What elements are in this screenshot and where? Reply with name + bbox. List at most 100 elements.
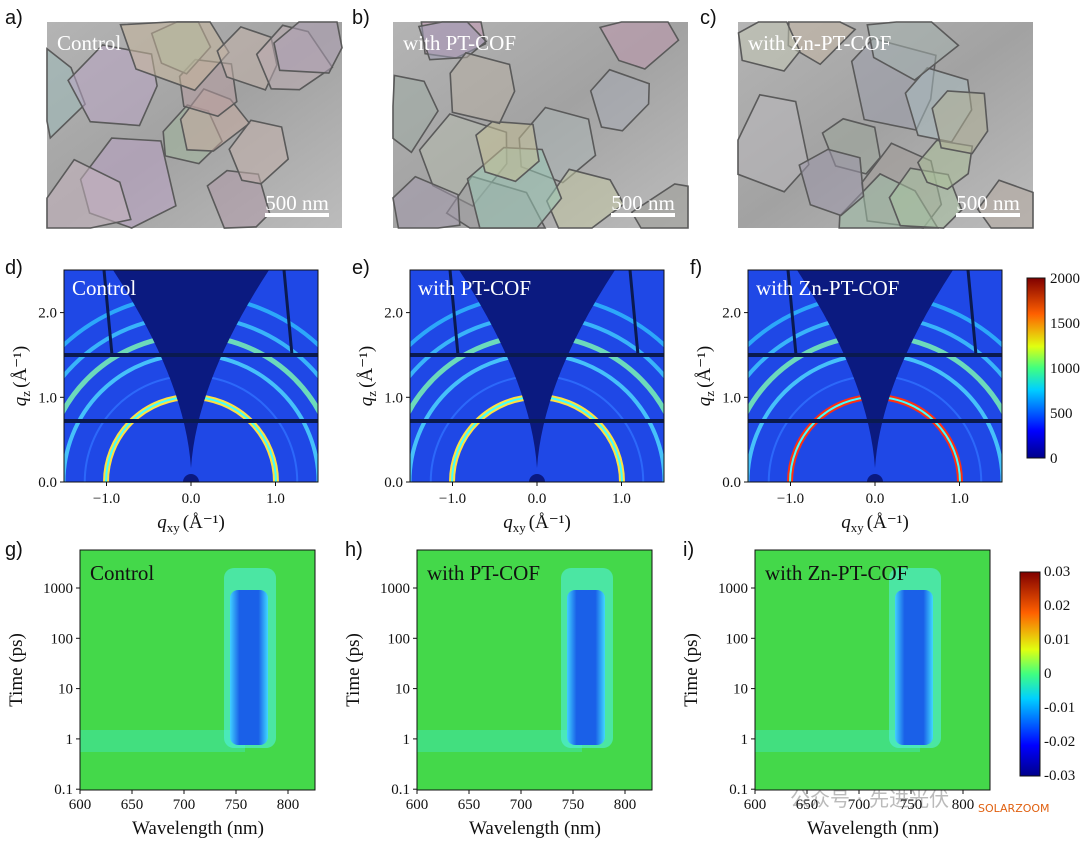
axis-symbol: q: [356, 396, 377, 406]
y-tick-label: 1000: [380, 581, 410, 597]
x-tick-label: 800: [614, 797, 637, 813]
axis-label: qxy (Å⁻¹): [841, 512, 909, 535]
y-tick-label: 2.0: [722, 306, 741, 322]
y-tick-label: 10: [395, 682, 410, 698]
plot-frame: [79, 549, 316, 791]
plot-frame: [416, 549, 653, 791]
ta-early-band: [80, 730, 245, 752]
panel-label: i): [683, 539, 694, 561]
axis-subscript: xy: [513, 520, 527, 535]
axis-subscript: xy: [167, 520, 181, 535]
panel-caption: with PT-COF: [403, 31, 516, 55]
colorbar-label: -0.01: [1044, 700, 1075, 716]
y-tick-label: 10: [58, 682, 73, 698]
ta-bleach: [567, 590, 605, 745]
axis-label: qz (Å⁻¹): [356, 346, 379, 406]
grain: [931, 90, 989, 155]
axis-unit: (Å⁻¹): [10, 346, 31, 388]
axis-label: Wavelength (nm): [807, 818, 939, 839]
x-tick-label: 0.0: [528, 491, 547, 507]
x-tick-label: 750: [225, 797, 248, 813]
axis-label: qxy (Å⁻¹): [157, 512, 225, 535]
x-tick-label: −1.0: [439, 491, 466, 507]
grain: [449, 51, 516, 125]
grain: [392, 175, 461, 229]
axis-symbol: q: [10, 396, 31, 406]
ta-early-band: [755, 730, 920, 752]
panel-label: g): [5, 539, 23, 561]
giwaxs-map: [748, 270, 1002, 482]
colorbar-label: 2000: [1050, 271, 1080, 287]
watermark-brand: SOLARZOOM: [978, 802, 1050, 815]
x-tick-label: 0.0: [182, 491, 201, 507]
watermark: 公众号 · 先进光伏: [790, 787, 949, 811]
x-tick-label: 750: [562, 797, 585, 813]
x-tick-label: 700: [173, 797, 196, 813]
colorbar: [1026, 277, 1046, 459]
grain: [737, 93, 810, 193]
x-tick-label: 1.0: [266, 491, 285, 507]
panel-label: h): [345, 539, 363, 561]
y-tick-label: 1: [741, 732, 749, 748]
x-tick-label: 0.0: [866, 491, 885, 507]
axis-label: Time (ps): [343, 633, 364, 707]
y-tick-label: 1.0: [38, 390, 57, 406]
panel-label: e): [352, 257, 370, 279]
axis-unit: (Å⁻¹): [529, 512, 571, 533]
x-tick-label: 800: [952, 797, 975, 813]
panel-caption: with PT-COF: [427, 561, 540, 585]
panel-label: b): [352, 7, 370, 29]
scale-bar-label: 500 nm: [611, 191, 675, 215]
y-tick-label: 1.0: [722, 390, 741, 406]
y-tick-label: 10: [733, 682, 748, 698]
x-tick-label: −1.0: [93, 491, 120, 507]
y-tick-label: 2.0: [384, 306, 403, 322]
y-tick-label: 0.1: [391, 782, 410, 798]
grain: [228, 119, 290, 185]
panel-label: a): [5, 7, 23, 29]
y-tick-label: 0.1: [54, 782, 73, 798]
x-tick-label: 1.0: [950, 491, 969, 507]
colorbar-label: 0: [1050, 451, 1058, 467]
x-tick-label: 1.0: [612, 491, 631, 507]
grain: [46, 158, 132, 229]
panel-label: d): [5, 257, 23, 279]
axis-label: qxy (Å⁻¹): [503, 512, 571, 535]
axis-label: qz (Å⁻¹): [694, 346, 717, 406]
x-tick-label: 700: [510, 797, 533, 813]
axis-label: Wavelength (nm): [469, 818, 601, 839]
detector-gap: [966, 270, 978, 356]
colorbar-label: -0.02: [1044, 734, 1075, 750]
grain: [392, 74, 439, 154]
panel-caption: with Zn-PT-COF: [765, 561, 908, 585]
grain: [273, 21, 343, 74]
y-tick-label: 0.0: [38, 475, 57, 491]
ta-map: [755, 550, 990, 790]
grain: [119, 21, 230, 92]
detector-gap: [282, 270, 294, 356]
colorbar-label: 0.01: [1044, 632, 1070, 648]
y-tick-label: 0.1: [729, 782, 748, 798]
y-tick-label: 100: [726, 631, 749, 647]
ta-map: [80, 550, 315, 790]
beamstop: [867, 474, 883, 482]
detector-gap: [102, 270, 114, 356]
beamstop: [529, 474, 545, 482]
axis-unit: (Å⁻¹): [694, 346, 715, 388]
panel-label: f): [690, 257, 702, 279]
axis-symbol: q: [694, 396, 715, 406]
giwaxs-map: [410, 270, 664, 482]
x-tick-label: 650: [121, 797, 144, 813]
axis-label: Time (ps): [681, 633, 702, 707]
missing-wedge: [797, 270, 953, 468]
axis-symbol: q: [503, 512, 513, 533]
grain: [589, 68, 651, 132]
grain: [866, 21, 960, 82]
axis-label: qz (Å⁻¹): [10, 346, 33, 406]
colorbar-label: 0.02: [1044, 598, 1070, 614]
x-tick-label: 800: [277, 797, 300, 813]
y-tick-label: 1: [66, 732, 74, 748]
detector-gap: [786, 270, 798, 356]
axis-label: Wavelength (nm): [132, 818, 264, 839]
